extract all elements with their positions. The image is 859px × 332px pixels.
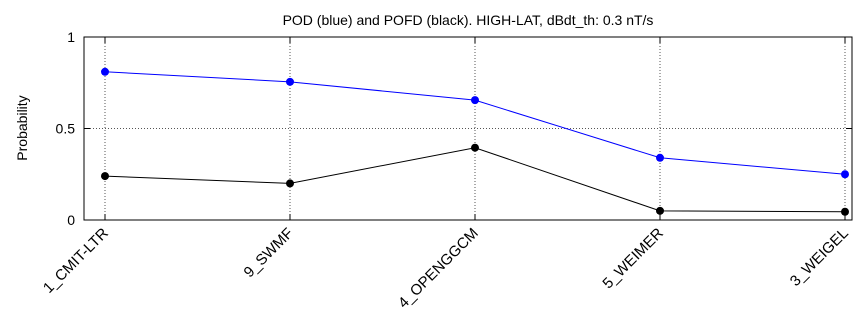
y-tick-label: 0.5 (56, 121, 76, 137)
y-axis: 00.51 (56, 29, 852, 228)
data-point-pod (471, 96, 479, 105)
y-tick-label: 1 (67, 29, 75, 45)
x-tick-label: 1_CMIT-LTR (40, 225, 112, 297)
x-tick-label: 3_WEIGEL (787, 225, 852, 290)
x-tick-label: 5_WEIMER (599, 225, 667, 293)
x-tick-label: 4_OPENGGCM (395, 225, 482, 312)
data-point-pod (656, 153, 664, 162)
x-tick-label: 9_SWMF (241, 225, 297, 281)
data-point-pofd (286, 179, 294, 188)
grid (84, 37, 852, 220)
data-point-pofd (841, 207, 849, 216)
data-point-pofd (101, 172, 109, 181)
data-point-pofd (471, 143, 479, 152)
data-point-pofd (656, 206, 664, 215)
data-point-pod (101, 67, 109, 76)
data-point-pod (841, 170, 849, 179)
y-tick-label: 0 (67, 212, 75, 228)
y-axis-label: Probability (14, 95, 30, 160)
series-group (101, 67, 849, 216)
data-point-pod (286, 77, 294, 86)
chart-title: POD (blue) and POFD (black). HIGH-LAT, d… (283, 12, 654, 28)
